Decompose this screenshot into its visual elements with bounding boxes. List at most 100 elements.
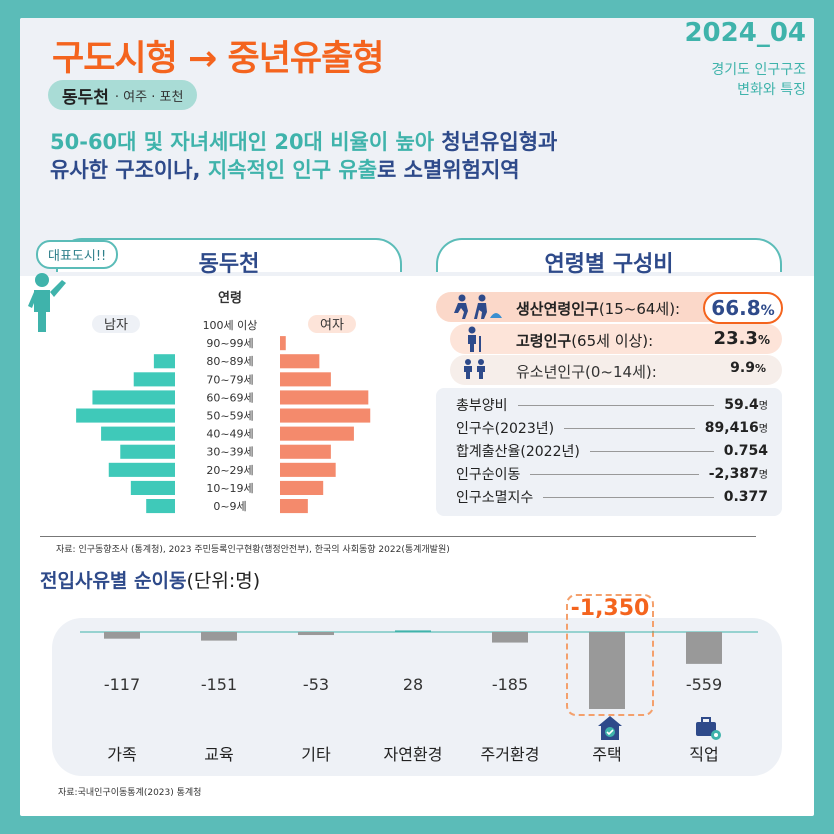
summary-value: 59.4 <box>724 397 759 413</box>
category-label: 직업 <box>689 745 718 764</box>
female-bar <box>280 372 331 387</box>
working-age-name: 생산연령인구 <box>516 300 599 318</box>
pyramid-title: 동두천 <box>198 252 260 277</box>
page-title: 구도시형 → 중년유출형 <box>52 39 384 79</box>
male-bar <box>130 480 175 495</box>
male-label: 남자 <box>104 318 128 333</box>
summary-value: 0.754 <box>723 443 768 459</box>
age-tick-label: 90~99세 <box>206 337 253 350</box>
female-label: 여자 <box>320 318 344 333</box>
elderly-value: 23.3 <box>713 328 758 349</box>
bar-value-label: -53 <box>303 675 329 694</box>
summary-value: -2,387 <box>708 466 759 482</box>
summary-key: 총부양비 <box>456 398 508 414</box>
working-age-value-badge: 66.8% <box>703 292 783 324</box>
female-bar <box>280 480 324 495</box>
composition-panel-frame: 연령별 구성비 <box>436 238 782 277</box>
age-tick-label: 50~59세 <box>206 410 253 423</box>
bar-value-label: -151 <box>201 675 237 694</box>
elderly-range: (65세 이상): <box>571 332 654 350</box>
children-icon <box>464 359 485 379</box>
composition-title: 연령별 구성비 <box>544 252 674 277</box>
category-label: 가족 <box>107 745 136 764</box>
elderly-unit: % <box>757 333 770 347</box>
net-migration-bar <box>201 632 237 641</box>
summary-row-net-migration: 인구순이동 -2,387명 <box>456 463 768 485</box>
youth-unit: % <box>754 362 766 375</box>
female-bar <box>280 462 336 477</box>
city-pill: 동두천 · 여주 · 포천 <box>48 80 198 110</box>
category-label: 기타 <box>301 745 331 764</box>
bar-value-label: -117 <box>104 675 140 694</box>
age-tick-label: 30~39세 <box>206 446 253 459</box>
divider <box>40 536 756 537</box>
bar-value-label: 28 <box>403 675 423 694</box>
summary-key: 합계출산율(2022년) <box>456 444 580 460</box>
briefcase-gear-icon <box>696 717 721 740</box>
representative-city-bubble: 대표도시!! <box>36 240 119 269</box>
summary-row-population: 인구수(2023년) 89,416명 <box>456 417 768 439</box>
summary-value: 0.377 <box>723 489 768 505</box>
youth-name: 유소년인구 <box>516 363 586 381</box>
summary-box: 총부양비 59.4명 인구수(2023년) 89,416명 합계출산율(2022년)… <box>436 388 782 516</box>
series-subtitle: 경기도 인구구조 변화와 특징 <box>646 60 806 100</box>
migration-title-text: 전입사유별 순이동 <box>40 570 187 592</box>
youth-range: (0~14세): <box>585 363 657 381</box>
male-bar <box>76 408 175 423</box>
elderly-icon <box>468 326 481 352</box>
net-migration-bar <box>589 632 625 709</box>
male-label-bg <box>92 315 140 333</box>
bar-value-label: -185 <box>492 675 528 694</box>
female-bar <box>280 336 286 351</box>
female-bar <box>280 444 331 459</box>
male-bar <box>146 499 175 514</box>
age-tick-label: 100세 이상 <box>203 319 258 332</box>
migration-unit: (단위:명) <box>186 570 261 592</box>
age-tick-label: 80~89세 <box>206 355 253 368</box>
male-bar <box>101 426 175 441</box>
elderly-row-bg <box>450 324 782 354</box>
summary-key: 인구순이동 <box>456 467 521 483</box>
net-migration-bar <box>395 630 431 633</box>
working-age-label: 생산연령인구(15~64세): <box>516 298 680 319</box>
working-age-range: (15~64세): <box>598 300 681 318</box>
female-bar <box>280 354 320 369</box>
issue-date: 2024_04 <box>684 18 806 48</box>
net-migration-bar <box>492 632 528 643</box>
bar-value-label: -559 <box>686 675 722 694</box>
female-bar <box>280 426 354 441</box>
category-label: 주택 <box>592 745 621 764</box>
headline-text-1: 청년유입형과 <box>434 130 558 154</box>
female-bar <box>280 390 369 405</box>
headline: 50-60대 및 자녀세대인 20대 비율이 높아 청년유입형과 유사한 구조이… <box>50 128 557 184</box>
age-axis-label: 연령 <box>218 291 242 306</box>
working-age-value: 66.8 <box>711 296 761 320</box>
youth-value: 9.9 <box>730 360 755 376</box>
summary-row-extinction-index: 인구소멸지수 0.377 <box>456 486 768 508</box>
age-tick-label: 40~49세 <box>206 428 253 441</box>
net-migration-bar <box>686 632 722 664</box>
summary-unit: 명 <box>758 424 768 435</box>
headline-highlight-2: 지속적인 인구 유출 <box>207 158 378 182</box>
migration-bar-chart: -117 가족 -151 교육 -53 기타 28 자연환경 -185 주거환경 주택 -559 직업 <box>80 630 758 764</box>
summary-unit: 명 <box>758 401 768 412</box>
headline-highlight-1: 50-60대 및 자녀세대인 20대 비율이 높아 <box>50 130 435 154</box>
summary-unit: 명 <box>758 470 768 481</box>
elderly-name: 고령인구 <box>516 332 572 350</box>
youth-row-bg <box>450 355 782 385</box>
category-label: 주거환경 <box>481 745 540 764</box>
female-label-bg <box>308 315 356 333</box>
person-icon <box>28 273 66 332</box>
pill-main-city: 동두천 <box>62 87 109 108</box>
highlight-frame <box>566 594 654 716</box>
subtitle-line-1: 경기도 인구구조 <box>711 62 806 78</box>
female-bar <box>280 408 371 423</box>
age-tick-label: 0~9세 <box>213 500 246 513</box>
category-label: 자연환경 <box>384 745 443 764</box>
category-label: 교육 <box>204 745 233 764</box>
pill-other-cities: · 여주 · 포천 <box>114 89 184 105</box>
male-bar <box>120 444 175 459</box>
age-tick-label: 10~19세 <box>206 482 253 495</box>
male-bar <box>153 354 175 369</box>
